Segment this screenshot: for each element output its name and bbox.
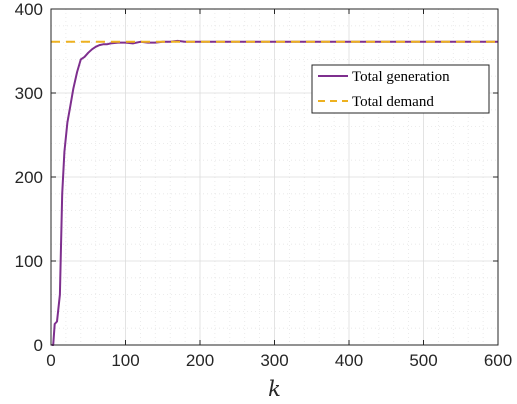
tick-marks	[50, 8, 499, 346]
x-tick-label: 600	[484, 351, 512, 370]
y-tick-label: 0	[34, 336, 43, 355]
x-tick-label: 200	[186, 351, 214, 370]
y-tick-label: 200	[15, 168, 43, 187]
y-tick-label: 400	[15, 0, 43, 19]
y-tick-label: 300	[15, 84, 43, 103]
x-tick-label: 100	[111, 351, 139, 370]
y-tick-label: 100	[15, 252, 43, 271]
legend-label-total-generation: Total generation	[352, 69, 450, 85]
tick-labels: 0 100 200 300 400 500 600 0 100 200 300 400	[15, 0, 513, 370]
major-grid	[50, 8, 499, 346]
x-tick-label: 300	[260, 351, 288, 370]
x-tick-label: 400	[335, 351, 363, 370]
x-tick-label: 500	[409, 351, 437, 370]
legend-box	[311, 64, 490, 114]
x-axis-label: k	[268, 377, 281, 401]
x-tick-label: 0	[46, 351, 55, 370]
legend: Total generation Total demand	[311, 64, 490, 114]
series-layer	[51, 39, 498, 346]
series-line-total-generation	[51, 39, 498, 346]
legend-label-total-demand: Total demand	[352, 94, 434, 110]
